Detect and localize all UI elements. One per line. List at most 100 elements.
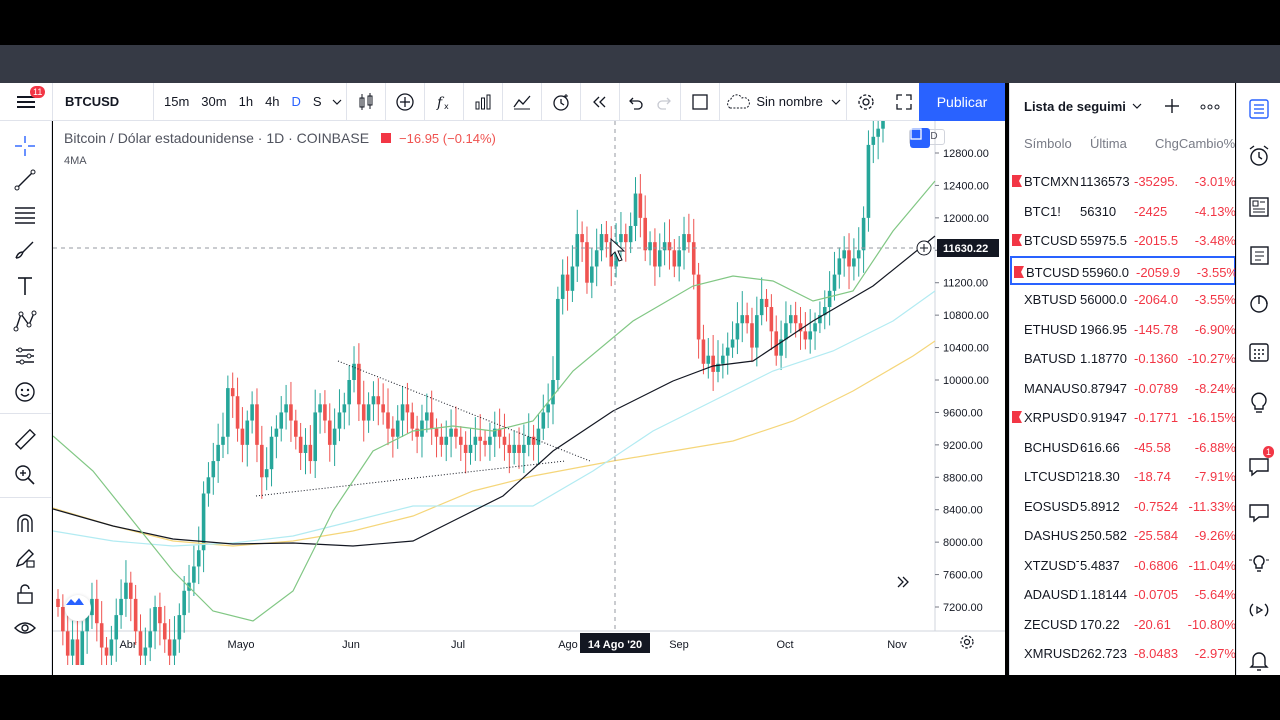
hide-drawings-tool[interactable] (10, 613, 40, 643)
measure-tool[interactable] (10, 424, 40, 454)
interval-s[interactable]: S (312, 94, 322, 109)
watchlist-row[interactable]: LTCUSDT 218.30 -18.74 -7.91% (1010, 462, 1235, 491)
stay-in-drawing-mode-tool[interactable] (10, 543, 40, 573)
watchlist-row[interactable]: ZECUSD 170.22 -20.61 -10.80% (1010, 610, 1235, 639)
time-label: Ago (558, 639, 578, 651)
private-chats-button[interactable] (1245, 499, 1273, 527)
hotlists-button[interactable] (1245, 241, 1273, 269)
watchlist-row[interactable]: BTC1! 56310 -2425 -4.13% (1010, 197, 1235, 226)
icons-tool[interactable] (10, 377, 40, 407)
tradingview-logo[interactable] (65, 595, 91, 621)
pattern-tool[interactable] (10, 306, 40, 336)
alerts-widget-button[interactable] (1245, 142, 1273, 170)
add-symbol-icon[interactable] (1163, 97, 1181, 115)
calendar-widget-button[interactable] (1245, 289, 1273, 317)
interval-1h[interactable]: 1h (238, 94, 254, 109)
magnet-tool[interactable] (10, 508, 40, 538)
watchlist-row[interactable]: XRPUSDT0.91947 -0.1771 -16.15% (1010, 403, 1235, 432)
candle-body (90, 598, 94, 616)
watchlist-row[interactable]: XTZUSDT 5.4837 -0.6806 -11.04% (1010, 551, 1235, 580)
candle-body (429, 412, 434, 429)
zoom-tool[interactable] (10, 460, 40, 490)
interval-15m[interactable]: 15m (164, 94, 190, 109)
interval-dropdown-button[interactable] (328, 83, 346, 121)
auto-scale-button[interactable] (910, 128, 930, 148)
watchlist-row[interactable]: DASHUSI 250.582 -25.584 -9.26% (1010, 521, 1235, 550)
streams-button[interactable] (1245, 596, 1273, 624)
chart-type-button[interactable] (347, 83, 385, 121)
symbol-search-button[interactable]: BTCUSD (65, 94, 120, 109)
replay-button[interactable] (581, 83, 619, 121)
col-change[interactable]: ChgCambio% (1155, 136, 1235, 151)
interval-4h[interactable]: 4h (265, 94, 280, 109)
watchlist-row[interactable]: ADAUSDT1.18144 -0.0705 -5.64% (1010, 580, 1235, 609)
chats-button[interactable]: 1 (1245, 446, 1275, 480)
candle-body (522, 444, 526, 453)
fullscreen-layout-button[interactable] (681, 83, 719, 121)
watchlist-row[interactable]: BTCUSD 55960.0 -2059.9 -3.55% (1010, 255, 1235, 285)
watchlist-row[interactable]: BCHUSD 616.66 -45.58 -6.88% (1010, 433, 1235, 462)
watchlist-change: -2064.0 (1134, 292, 1179, 307)
candle-body (619, 234, 623, 243)
watchlist-row[interactable]: XBTUSD 56000.0 -2064.0 -3.55% (1010, 285, 1235, 314)
main-menu-button[interactable]: 11 (0, 83, 52, 121)
notifications-button[interactable] (1245, 646, 1273, 674)
flag-icon[interactable] (1012, 411, 1022, 423)
watchlist-row[interactable]: EOSUSDT5.8912 -0.7524 -11.33% (1010, 492, 1235, 521)
interval-30m[interactable]: 30m (201, 94, 227, 109)
candle-body (245, 420, 250, 445)
watchlist-row[interactable]: BTCUSD 55975.5 -2015.5 -3.48% (1010, 226, 1235, 255)
watchlist-row[interactable]: BTCMXN 1136573 -35295. -3.01% (1010, 167, 1235, 196)
data-window-button[interactable] (1245, 193, 1273, 221)
financials-button[interactable] (464, 83, 502, 121)
watchlist-change-percent: -11.04% (1188, 557, 1235, 573)
more-options-icon[interactable] (1200, 104, 1220, 110)
flag-icon[interactable] (1012, 175, 1022, 187)
calendar-button[interactable] (1245, 338, 1273, 366)
chart-settings-button[interactable] (847, 83, 885, 121)
candle-body (371, 396, 376, 405)
chevron-down-icon[interactable] (1132, 103, 1142, 109)
scroll-to-realtime-button[interactable] (896, 576, 916, 596)
chart-pane[interactable]: 7200.00 7600.00 8000.00 8400.00 8800.00 9200.… (53, 121, 1005, 675)
publish-button[interactable]: Publicar (919, 83, 1005, 121)
lock-drawings-tool[interactable] (10, 579, 40, 609)
watchlist-widget-button[interactable] (1245, 95, 1273, 123)
crosshair-tool[interactable] (10, 131, 40, 161)
axis-settings-button[interactable] (959, 634, 979, 654)
trend-line-tool[interactable] (10, 165, 40, 195)
watchlist-change: -2425 (1134, 203, 1168, 219)
watchlist-change: -0.0789 (1134, 380, 1179, 396)
watchlist-title[interactable]: Lista de seguimi (1024, 98, 1126, 114)
price-tick-label: 8800.00 (943, 472, 983, 484)
compare-symbol-button[interactable] (386, 83, 424, 121)
redo-button[interactable] (650, 83, 680, 121)
price-chart[interactable]: 7200.00 7600.00 8000.00 8400.00 8800.00 9200.… (53, 121, 1005, 675)
ideas-button[interactable] (1245, 548, 1273, 576)
alert-button[interactable] (542, 83, 580, 121)
ma-indicator-label[interactable]: 4MA (64, 155, 87, 167)
col-symbol[interactable]: Símbolo (1024, 136, 1072, 151)
wave-logo-icon (66, 598, 84, 605)
ideas-stream-button[interactable] (1245, 388, 1273, 416)
fib-tool[interactable] (10, 200, 40, 230)
text-tool[interactable] (10, 271, 40, 301)
watchlist-row[interactable]: MANAUS 0.87947 -0.0789 -8.24% (1010, 374, 1235, 403)
data-window-icon (1249, 197, 1269, 217)
watchlist-row[interactable]: ETHUSD 1966.95 -145.78 -6.90% (1010, 315, 1235, 344)
flag-icon[interactable] (1014, 265, 1024, 278)
watchlist-row[interactable]: XMRUSD 262.723 -8.0483 -2.97% (1010, 639, 1235, 668)
col-last[interactable]: Última (1090, 136, 1127, 151)
watchlist-row[interactable]: BATUSD 1.18770 -0.1360 -10.27% (1010, 344, 1235, 373)
watchlist-change: -0.6806 (1134, 557, 1179, 573)
candle-body (575, 234, 580, 267)
flag-icon[interactable] (1012, 234, 1022, 246)
undo-button[interactable] (620, 83, 650, 121)
fullscreen-button[interactable] (885, 83, 923, 121)
interval-d[interactable]: D (291, 94, 301, 109)
brush-tool[interactable] (10, 235, 40, 265)
layout-name-button[interactable]: Sin nombre (720, 83, 846, 121)
templates-button[interactable] (503, 83, 541, 121)
prediction-tool[interactable] (10, 341, 40, 371)
